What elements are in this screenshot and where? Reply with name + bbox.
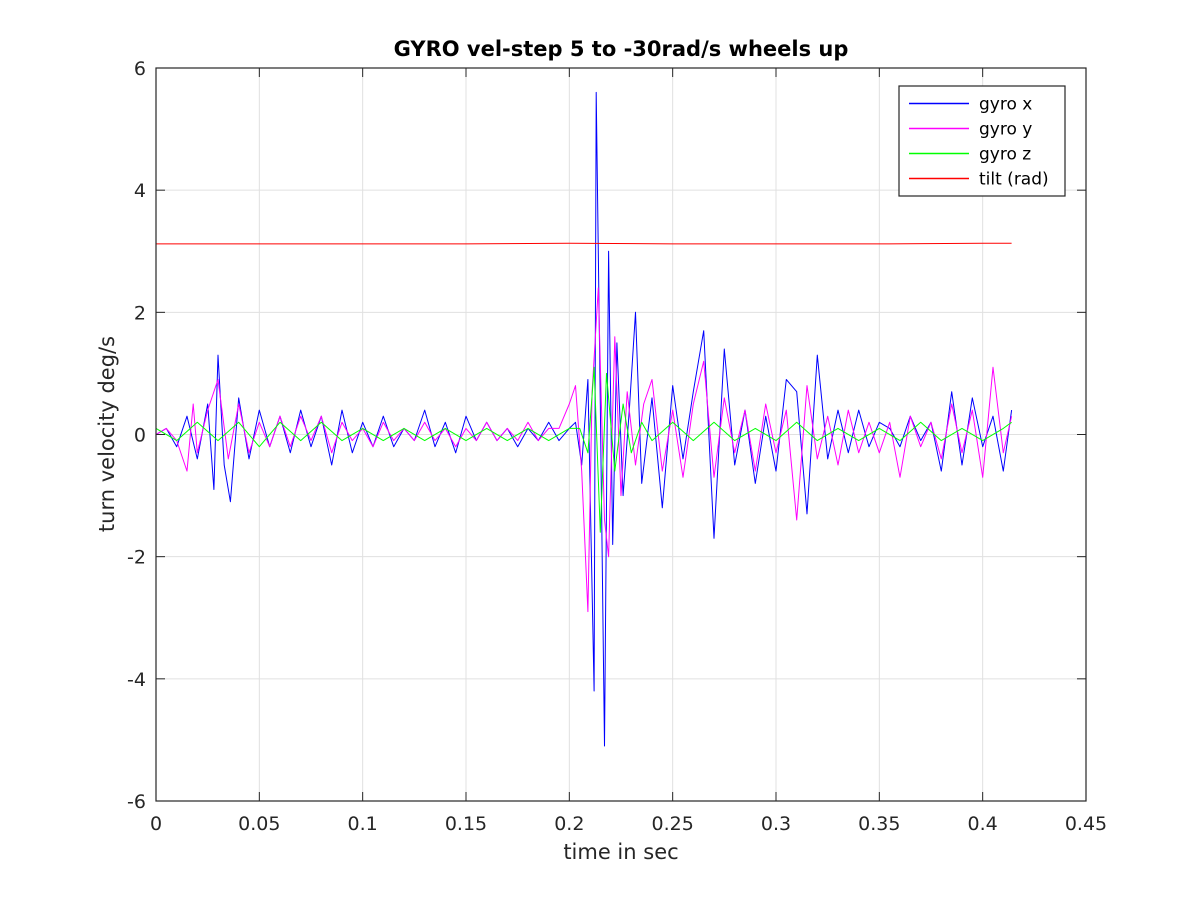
- chart-title: GYRO vel-step 5 to -30rad/s wheels up: [394, 37, 849, 61]
- x-tick-label: 0.4: [968, 813, 998, 835]
- x-tick-label: 0.2: [554, 813, 584, 835]
- series-line-gyro-y: [155, 287, 1013, 613]
- x-tick-label: 0.35: [858, 813, 900, 835]
- y-tick-label: -4: [127, 669, 146, 691]
- y-tick-label: 6: [134, 58, 146, 80]
- y-tick-label: -2: [127, 547, 146, 569]
- y-axis-label: turn velocity deg/s: [95, 336, 119, 532]
- legend-box: [898, 85, 1066, 197]
- series-group: [155, 91, 1013, 747]
- legend: gyro x gyro y gyro z tilt (rad): [898, 85, 1066, 197]
- legend-label: gyro z: [979, 145, 1031, 165]
- x-axis-label: time in sec: [563, 840, 678, 864]
- x-tick-label: 0.3: [761, 813, 791, 835]
- series-line-gyro-x: [155, 91, 1013, 747]
- series-line-tilt-rad: [156, 242, 1012, 245]
- ticks-group: 0 0.05 0.1 0.15 0.2 0.25 0.3 0.35 0.4 0.45 -6 -4 -2 0…: [127, 58, 1107, 835]
- x-tick-label: 0.1: [348, 813, 378, 835]
- y-tick-label: -6: [127, 791, 146, 813]
- series-line-gyro-z: [155, 366, 1012, 533]
- y-tick-label: 2: [134, 302, 146, 324]
- x-tick-label: 0: [150, 813, 162, 835]
- y-tick-label: 0: [134, 425, 146, 447]
- legend-label: gyro y: [979, 120, 1032, 140]
- x-tick-label: 0.15: [445, 813, 487, 835]
- legend-label: tilt (rad): [979, 170, 1049, 190]
- x-tick-label: 0.25: [652, 813, 694, 835]
- x-tick-label: 0.45: [1065, 813, 1107, 835]
- y-tick-label: 4: [134, 180, 146, 202]
- legend-label: gyro x: [979, 95, 1032, 115]
- x-tick-label: 0.05: [238, 813, 280, 835]
